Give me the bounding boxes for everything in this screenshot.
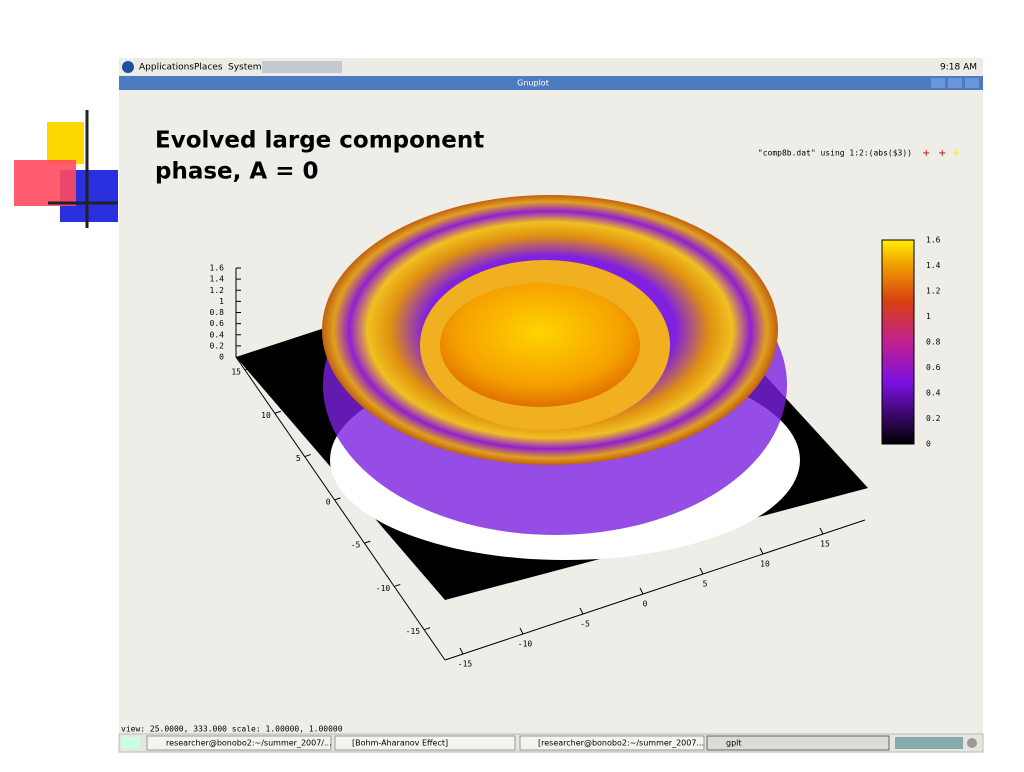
x-tick [459, 647, 464, 655]
trash[interactable] [967, 738, 977, 748]
task-label[interactable]: researcher@bonobo2:~/summer_2007/... [166, 739, 332, 748]
y-axis [235, 356, 446, 661]
z-tick-label: 0.2 [210, 341, 225, 350]
task-label[interactable]: [Bohm-Aharanov Effect] [352, 739, 448, 748]
x-tick-label: 5 [703, 580, 708, 589]
legend-marker: + [938, 148, 946, 159]
task-button[interactable] [706, 735, 890, 751]
y-tick-label: 15 [231, 367, 241, 376]
x-tick-label: 10 [760, 560, 770, 569]
show-desktop[interactable] [122, 737, 140, 749]
colorbar-tick-label: 0.8 [926, 338, 941, 347]
x-tick [819, 527, 824, 535]
task-label[interactable]: [researcher@bonobo2:~/summer_2007... [538, 739, 704, 748]
x-axis [444, 519, 866, 661]
menu-applications[interactable]: Applications [139, 63, 194, 73]
dome [440, 283, 640, 407]
z-tick-label: 0.6 [210, 319, 225, 328]
task-button[interactable] [334, 735, 516, 751]
y-tick-label: -5 [351, 541, 361, 550]
y-tick [394, 583, 401, 587]
deco-red [14, 160, 76, 206]
slide-title: Evolved large component [155, 128, 484, 154]
colorbar-tick-label: 0.6 [926, 363, 941, 372]
slide-title: phase, A = 0 [155, 159, 318, 185]
menu-icon[interactable] [122, 61, 134, 73]
clock: 9:18 AM [940, 63, 977, 73]
z-tick-label: 1 [219, 297, 224, 306]
colorbar-tick-label: 0.4 [926, 389, 941, 398]
workspace-switcher[interactable] [895, 737, 963, 749]
y-tick [304, 454, 311, 458]
z-tick-label: 0 [219, 353, 224, 362]
x-tick-label: -15 [458, 660, 473, 669]
y-tick [364, 540, 371, 544]
colorbar-tick-label: 1.4 [926, 261, 941, 270]
colorbar-tick-label: 1.6 [926, 236, 941, 245]
x-tick-label: 0 [643, 600, 648, 609]
deco-yellow [47, 122, 84, 164]
maximize[interactable] [948, 78, 962, 88]
x-tick [519, 627, 524, 635]
z-tick-label: 0.8 [210, 308, 225, 317]
x-tick [759, 547, 764, 555]
task-label[interactable]: gplt [726, 739, 742, 748]
z-tick-label: 1.6 [210, 264, 225, 273]
task-button[interactable] [146, 735, 332, 751]
colorbar-tick-label: 0.2 [926, 414, 941, 423]
legend-marker: + [952, 148, 960, 159]
z-tick-label: 0.4 [210, 330, 225, 339]
colorbar-tick-label: 1.2 [926, 287, 941, 296]
legend-label: "comp8b.dat" using 1:2:(abs($3)) [758, 149, 912, 158]
menu-system[interactable]: System [228, 63, 262, 73]
window-title: Gnuplot [517, 79, 549, 88]
x-tick-label: -5 [580, 620, 590, 629]
x-tick [699, 567, 704, 575]
z-tick-label: 1.4 [210, 275, 225, 284]
launchers[interactable] [262, 61, 342, 73]
y-tick-label: 0 [326, 497, 331, 506]
legend-marker: + [922, 148, 930, 159]
task-button[interactable] [519, 735, 705, 751]
y-tick-label: 10 [261, 411, 271, 420]
close[interactable] [965, 78, 979, 88]
y-tick-label: 5 [296, 454, 301, 463]
colorbar-tick-label: 0 [926, 440, 931, 449]
menu-places[interactable]: Places [194, 63, 223, 73]
y-tick-label: -10 [376, 584, 391, 593]
z-tick-label: 1.2 [210, 286, 225, 295]
x-tick-label: 15 [820, 540, 830, 549]
y-tick [274, 410, 281, 414]
status-line: view: 25.0000, 333.000 scale: 1.00000, 1… [121, 725, 343, 734]
title-bar [119, 76, 983, 90]
x-tick [639, 587, 644, 595]
y-tick-label: -15 [406, 627, 421, 636]
x-tick-label: -10 [518, 640, 533, 649]
minimize[interactable] [931, 78, 945, 88]
colorbar-tick-label: 1 [926, 312, 931, 321]
y-tick [244, 367, 252, 371]
y-tick [423, 627, 431, 631]
x-tick [579, 607, 584, 615]
y-tick [334, 497, 341, 501]
colorbar [881, 239, 915, 445]
